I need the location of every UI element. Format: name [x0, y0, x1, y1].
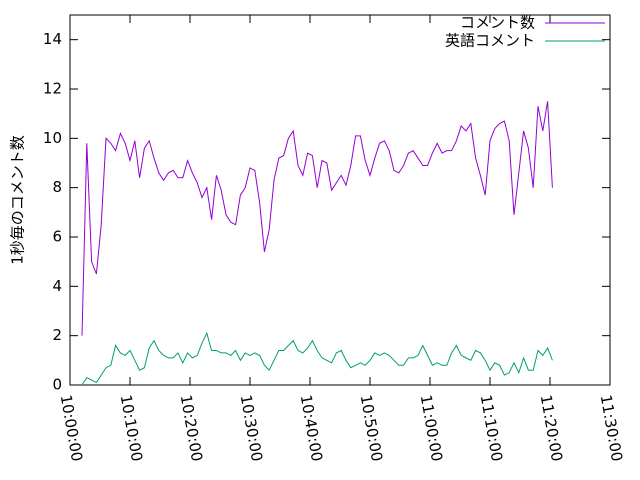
series-line [81, 331, 553, 386]
y-tick-label: 2 [52, 326, 62, 344]
x-tick-label: 10:50:00 [357, 393, 386, 462]
x-tick-label: 10:10:00 [117, 393, 146, 462]
x-tick-label: 11:30:00 [597, 393, 626, 462]
x-tick-label: 10:30:00 [237, 393, 266, 462]
y-tick-label: 10 [43, 129, 62, 147]
legend-label: コメント数 [460, 14, 535, 32]
x-tick-label: 10:40:00 [297, 393, 326, 462]
y-tick-label: 12 [43, 80, 62, 98]
y-tick-label: 6 [52, 228, 62, 246]
series-line [81, 101, 553, 336]
y-axis-label: 1秒毎のコメント数 [9, 135, 27, 265]
x-tick-label: 10:20:00 [177, 393, 206, 462]
x-tick-label: 11:10:00 [477, 393, 506, 462]
x-tick-label: 11:00:00 [417, 393, 446, 462]
x-tick-label: 11:20:00 [537, 393, 566, 462]
plot-border [69, 14, 611, 386]
y-tick-label: 14 [43, 30, 62, 48]
x-tick-label: 10:00:00 [57, 393, 86, 462]
y-tick-label: 8 [52, 178, 62, 196]
y-tick-label: 4 [52, 277, 62, 295]
legend-label: 英語コメント [445, 32, 535, 50]
y-tick-label: 0 [52, 376, 62, 394]
